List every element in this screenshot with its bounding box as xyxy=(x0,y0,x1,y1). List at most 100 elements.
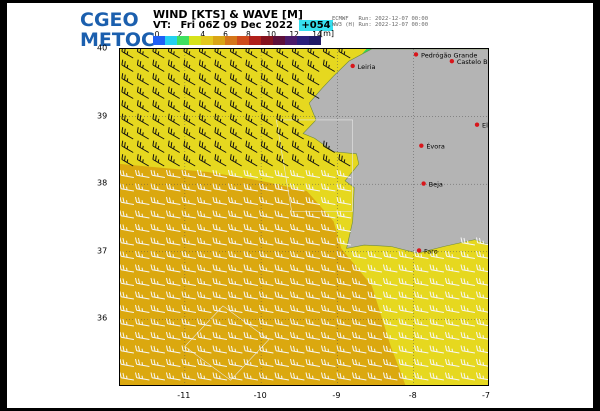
wind-barb xyxy=(243,318,258,327)
wind-barb xyxy=(336,318,351,327)
wind-barb xyxy=(338,154,351,167)
wind-barb xyxy=(290,291,305,300)
cgeo-metoc-logo: CGEO METOC xyxy=(80,10,155,51)
wind-barb xyxy=(307,59,320,72)
wind-barb xyxy=(259,291,274,300)
wind-barb xyxy=(243,250,258,260)
wind-barb xyxy=(214,49,227,59)
wind-barb xyxy=(121,73,134,86)
wind-barb xyxy=(367,372,382,381)
wind-barb xyxy=(212,304,227,314)
wind-barb xyxy=(197,183,212,192)
wind-barb xyxy=(260,100,273,113)
wind-barb xyxy=(259,250,274,260)
wind-barb xyxy=(460,345,475,354)
wind-barb xyxy=(197,345,212,354)
wind-barb xyxy=(212,372,227,381)
wind-barb xyxy=(274,372,289,381)
city-label: Elvas xyxy=(482,122,489,130)
wind-barb xyxy=(166,318,181,327)
wind-barb xyxy=(476,331,488,341)
wind-barb xyxy=(245,154,258,167)
wind-barb xyxy=(305,358,320,368)
wind-barb xyxy=(429,304,444,314)
wind-barb xyxy=(183,59,196,72)
wind-barb xyxy=(476,358,488,368)
wind-barb xyxy=(336,331,351,341)
wind-barb xyxy=(136,59,149,72)
wind-barb xyxy=(120,237,134,246)
wind-barb xyxy=(398,331,413,341)
wind-barb xyxy=(243,223,258,233)
wind-barb xyxy=(135,223,150,233)
run-line-1: ECMWF Run: 2022-12-07 00:00 xyxy=(332,16,429,22)
wind-barb xyxy=(183,140,196,153)
wind-barb xyxy=(367,318,382,327)
wind-barb xyxy=(136,49,149,59)
wind-barb xyxy=(321,196,336,206)
longitude-tick-label: -7 xyxy=(482,391,490,400)
wind-barb xyxy=(136,127,149,140)
wind-barb xyxy=(445,277,460,287)
wind-barb xyxy=(383,372,398,381)
wind-barb xyxy=(228,223,243,233)
wind-barb xyxy=(228,264,243,273)
wind-barb xyxy=(167,49,180,59)
wind-barb xyxy=(274,169,289,179)
colorbar-tick-label: 4 xyxy=(200,30,206,39)
colorbar-unit: [m] xyxy=(320,29,335,38)
wind-barb xyxy=(259,223,274,233)
wind-barb xyxy=(198,113,211,126)
wind-barb xyxy=(274,250,289,260)
longitude-tick-label: -11 xyxy=(177,391,191,400)
colorbar-segment xyxy=(261,36,274,45)
wind-barb xyxy=(198,73,211,86)
wind-barb xyxy=(383,331,398,341)
wind-barb xyxy=(120,304,134,314)
wind-barb xyxy=(445,372,460,381)
wind-barb xyxy=(290,331,305,341)
wind-barb xyxy=(259,372,274,381)
wind-barb xyxy=(336,237,351,246)
wind-barb xyxy=(198,127,211,140)
wind-barb xyxy=(291,140,304,153)
wind-barb xyxy=(352,318,367,327)
wind-barb xyxy=(460,291,475,300)
wind-barb xyxy=(274,304,289,314)
wind-barb xyxy=(476,372,488,381)
wind-barb xyxy=(336,210,351,219)
wind-barb xyxy=(398,250,413,260)
wind-barb xyxy=(429,291,444,300)
wind-barb xyxy=(445,345,460,354)
wind-barb xyxy=(460,304,475,314)
chart-title: WIND [KTS] & WAVE [M] xyxy=(153,8,303,21)
city-label: Pedrógão Grande xyxy=(421,51,477,59)
wind-barb xyxy=(166,210,181,219)
wind-barb xyxy=(398,318,413,327)
wind-barb xyxy=(260,86,273,99)
wind-barb xyxy=(150,250,165,260)
wind-barb xyxy=(429,250,444,260)
wind-barb xyxy=(183,127,196,140)
logo-line-2: METOC xyxy=(80,29,155,51)
wind-barb xyxy=(152,154,165,167)
wind-barb xyxy=(260,154,273,167)
wind-barb xyxy=(212,277,227,287)
wind-barb xyxy=(243,169,258,179)
wind-barb xyxy=(135,264,150,273)
wind-barb xyxy=(290,223,305,233)
wind-barb xyxy=(135,196,150,206)
wind-barb xyxy=(274,358,289,368)
wind-barb xyxy=(276,59,289,72)
run-line-2: WW3 (H) Run: 2022-12-07 00:00 xyxy=(332,22,429,28)
wind-barb xyxy=(120,358,134,368)
wind-barb xyxy=(166,291,181,300)
colorbar-segment xyxy=(153,36,166,45)
wind-barb xyxy=(291,113,304,126)
wind-barb xyxy=(352,304,367,314)
wind-barb xyxy=(414,345,429,354)
wind-barb xyxy=(476,237,488,246)
wind-barb xyxy=(197,372,212,381)
wind-barb xyxy=(259,358,274,368)
wind-barb xyxy=(476,345,488,354)
